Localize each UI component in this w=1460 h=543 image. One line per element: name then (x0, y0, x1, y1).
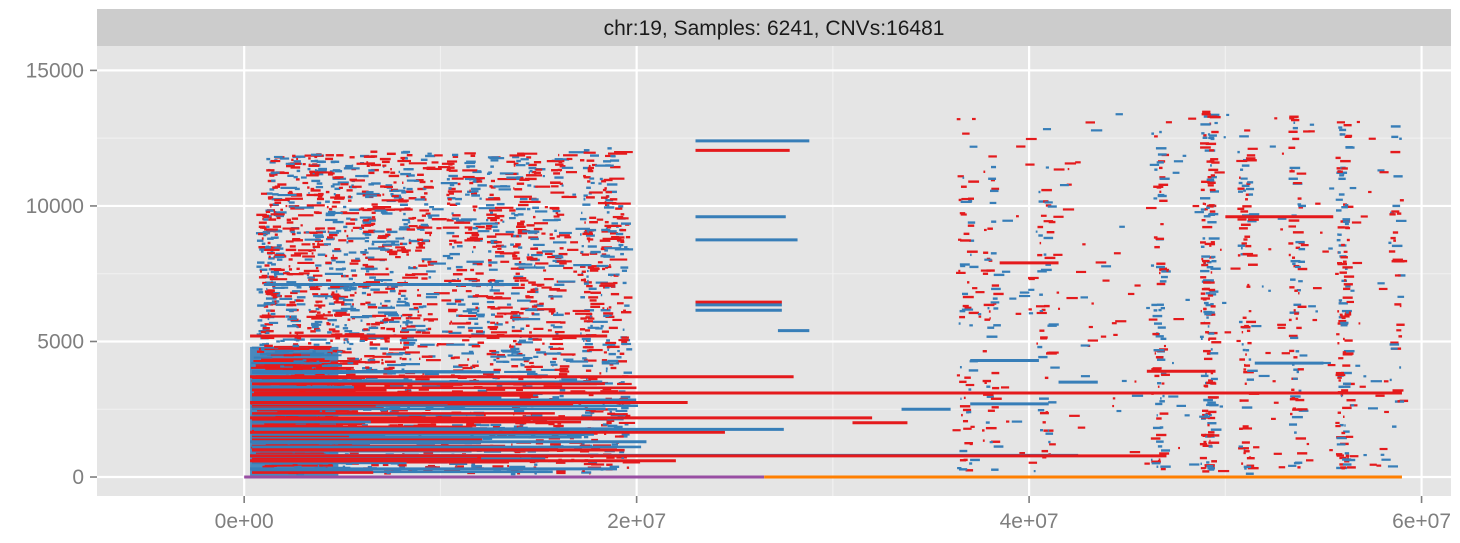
facet-label: chr:19, Samples: 6241, CNVs:16481 (604, 17, 945, 40)
data-marks (244, 110, 1409, 479)
y-tick-label: 15000 (26, 59, 84, 82)
y-tick-label: 5000 (37, 330, 84, 353)
x-tick-label: 0e+00 (215, 510, 274, 533)
y-tick-label: 10000 (26, 195, 84, 218)
x-tick-label: 6e+07 (1392, 510, 1451, 533)
x-tick-label: 4e+07 (1000, 510, 1059, 533)
y-tick-label: 0 (72, 466, 84, 489)
grid (97, 46, 1451, 496)
x-tick-label: 2e+07 (607, 510, 666, 533)
axes: 0e+00 2e+07 4e+07 6e+07 0 5000 10000 15000 (26, 59, 1451, 533)
facet-strip: chr:19, Samples: 6241, CNVs:16481 (97, 9, 1451, 46)
facet-strip-background (97, 9, 1451, 46)
